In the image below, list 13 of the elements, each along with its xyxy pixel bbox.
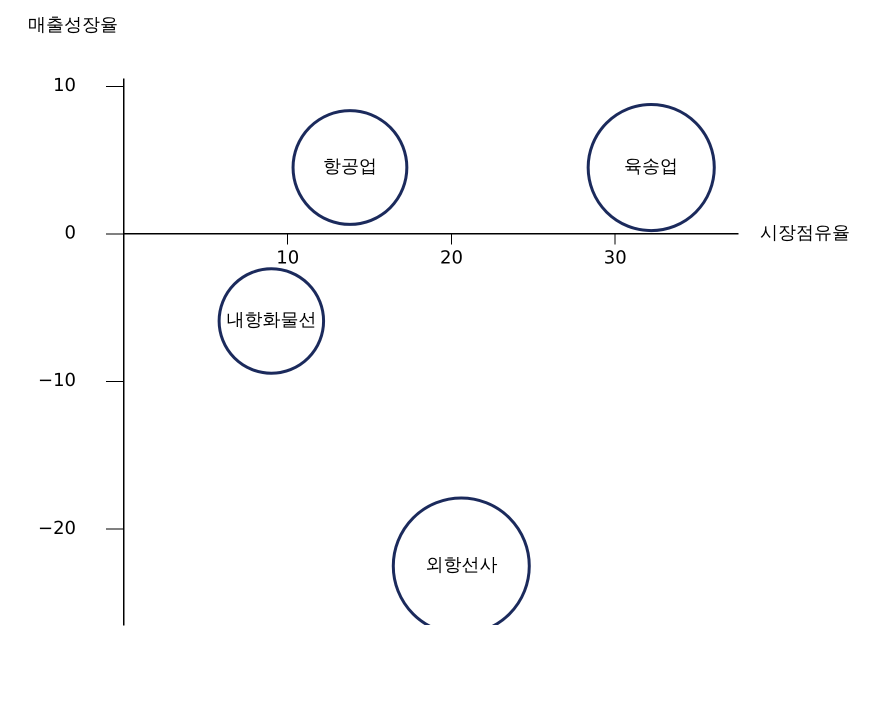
series-label: 항공업 (322, 156, 377, 178)
x-tick-label: 30 (604, 247, 627, 268)
y-axis-title: 매출성장율 (28, 14, 118, 36)
x-tick-label: 20 (440, 247, 463, 268)
x-tick-label: 10 (276, 247, 300, 268)
y-tick-label: 0 (64, 222, 76, 244)
series-label: 외항선사 (425, 554, 498, 576)
x-axis-title: 시장점유율 (760, 222, 850, 244)
y-tick-label: −20 (38, 518, 76, 539)
series-label: 내항화물선 (226, 310, 316, 331)
y-tick-label: −10 (38, 370, 76, 392)
y-tick-label: 10 (53, 75, 76, 96)
series-label: 육송업 (624, 156, 678, 178)
